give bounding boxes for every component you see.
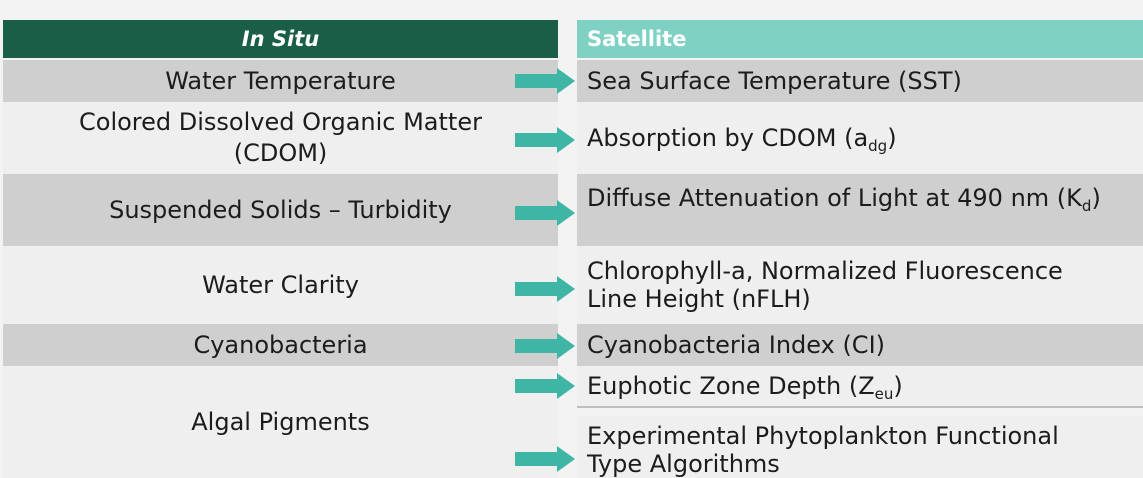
- satellite-cdom-absorption: Absorption by CDOM (adg): [577, 102, 1143, 174]
- in-situ-cdom: Colored Dissolved Organic Matter (CDOM): [3, 102, 558, 174]
- satellite-phytoplankton-types: Experimental Phytoplankton Functional Ty…: [577, 416, 1143, 478]
- satellite-cyanobacteria-index: Cyanobacteria Index (CI): [577, 324, 1143, 366]
- in-situ-suspended-solids: Suspended Solids – Turbidity: [3, 174, 558, 246]
- in-situ-water-clarity: Water Clarity: [3, 246, 558, 324]
- in-situ-algal-pigments: Algal Pigments: [3, 366, 558, 478]
- arrow-right-icon: [515, 276, 575, 302]
- arrow-right-icon: [515, 200, 575, 226]
- arrow-right-icon: [515, 333, 575, 359]
- satellite-sst: Sea Surface Temperature (SST): [577, 60, 1143, 102]
- arrow-right-icon: [515, 68, 575, 94]
- satellite-diffuse-attenuation: Diffuse Attenuation of Light at 490 nm (…: [577, 174, 1143, 246]
- arrow-right-icon: [515, 446, 575, 472]
- row-divider: [577, 406, 1143, 408]
- in-situ-water-temperature: Water Temperature: [3, 60, 558, 102]
- arrow-right-icon: [515, 127, 575, 153]
- arrow-right-icon: [515, 373, 575, 399]
- in-situ-header: In Situ: [3, 20, 558, 58]
- in-situ-cyanobacteria: Cyanobacteria: [3, 324, 558, 366]
- satellite-header: Satellite: [577, 20, 1143, 58]
- satellite-euphotic-depth: Euphotic Zone Depth (Zeu): [577, 366, 1143, 406]
- satellite-chlorophyll: Chlorophyll-a, Normalized Fluorescence L…: [577, 246, 1143, 324]
